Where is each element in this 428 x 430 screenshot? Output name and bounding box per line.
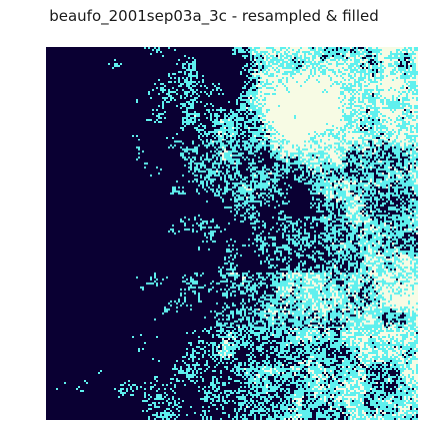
satellite-raster-image xyxy=(46,47,418,420)
figure-title: beaufo_2001sep03a_3c - resampled & fille… xyxy=(49,7,379,25)
raster-image-panel xyxy=(46,47,418,420)
